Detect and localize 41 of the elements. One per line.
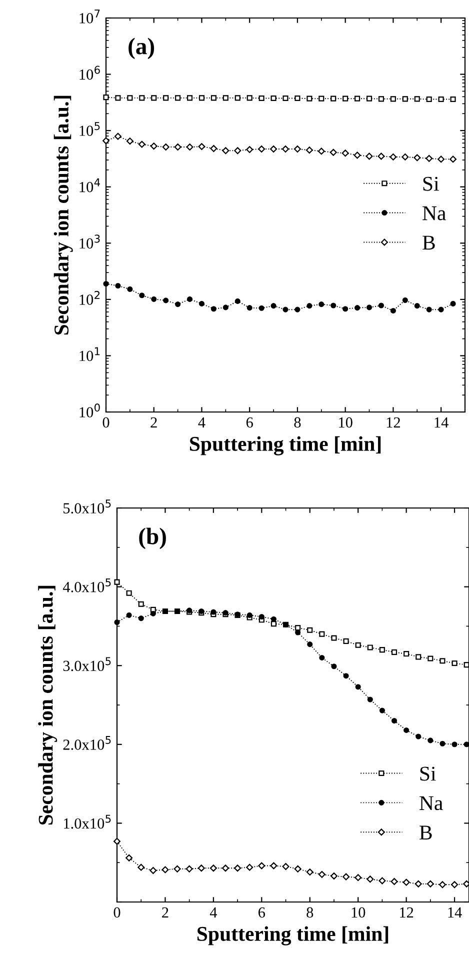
x-tick-label: 8 xyxy=(306,907,314,918)
y-tick-label: 10$^{2}$ xyxy=(80,290,100,305)
x-tick-label: 0 xyxy=(114,907,120,918)
legend-label: Na xyxy=(420,796,443,810)
y-tick-label: 2.0x10$^{5}$ xyxy=(63,736,111,750)
legend-label: B xyxy=(420,826,432,840)
x-tick-label: 6 xyxy=(246,417,253,428)
y-tick-label: 10$^{5}$ xyxy=(80,122,100,136)
x-tick-label: 0 xyxy=(102,417,110,428)
x-tick-label: 6 xyxy=(258,907,266,918)
x-tick-label: 12 xyxy=(386,417,400,428)
annotation: (b) xyxy=(139,528,166,550)
y-tick-label: 3.0x10$^{5}$ xyxy=(63,657,111,672)
x-tick-label: 4 xyxy=(210,907,218,918)
y-tick-label: 10$^{1}$ xyxy=(80,347,100,362)
legend-label: Si xyxy=(420,766,436,781)
x-tick-label: 8 xyxy=(294,417,301,428)
y-tick-label: 10$^{3}$ xyxy=(80,234,100,249)
y-tick-label: 10$^{0}$ xyxy=(80,404,100,418)
x-axis-title: Sputtering time [min] xyxy=(190,436,381,456)
y-tick-label: 10$^{6}$ xyxy=(80,66,100,80)
x-axis-title: Sputtering time [min] xyxy=(197,926,388,946)
x-tick-label: 10 xyxy=(339,417,352,428)
legend-label: B xyxy=(422,236,435,250)
x-tick-label: 14 xyxy=(448,907,462,918)
y-axis-title: Secondary ion counts [a.u.] xyxy=(38,586,58,825)
x-tick-label: 4 xyxy=(198,417,206,428)
x-tick-label: 14 xyxy=(434,417,448,428)
legend-label: Na xyxy=(422,206,446,220)
x-tick-label: 2 xyxy=(150,417,157,428)
y-tick-label: 1.0x10$^{5}$ xyxy=(64,814,111,829)
x-tick-label: 10 xyxy=(352,907,366,918)
y-tick-label: 5.0x10$^{5}$ xyxy=(64,500,111,514)
y-tick-label: 10$^{4}$ xyxy=(80,178,100,192)
x-tick-label: 12 xyxy=(400,907,414,918)
x-tick-label: 2 xyxy=(162,907,168,918)
annotation: (a) xyxy=(128,38,154,60)
legend-label: Si xyxy=(423,176,439,191)
y-tick-label: 4.0x10$^{5}$ xyxy=(62,578,111,592)
y-axis-title: Secondary ion counts [a.u.] xyxy=(54,96,73,335)
y-tick-label: 10$^{7}$ xyxy=(80,10,100,24)
